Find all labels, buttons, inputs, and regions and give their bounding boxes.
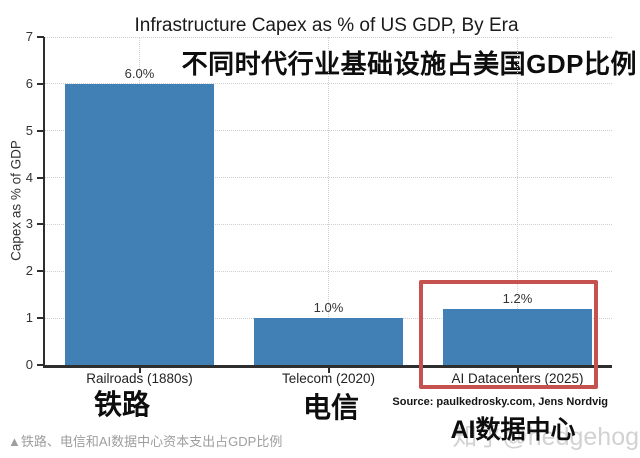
railroads-chinese-label: 铁路 bbox=[93, 389, 150, 420]
x-tick-mark bbox=[516, 368, 519, 373]
y-tick-label: 2 bbox=[25, 263, 33, 279]
v-gridline bbox=[328, 37, 329, 365]
v-gridline bbox=[517, 37, 518, 365]
y-tick-mark bbox=[37, 82, 44, 85]
y-tick-mark bbox=[37, 223, 44, 226]
y-tick-label: 6 bbox=[25, 75, 33, 91]
zhihu-watermark: 知乎@hedgehog bbox=[452, 423, 639, 451]
y-tick-label: 5 bbox=[25, 122, 33, 138]
y-tick-mark bbox=[37, 364, 44, 366]
telecom-chinese-label: 电信 bbox=[302, 392, 359, 423]
x-tick-label: Telecom (2020) bbox=[281, 371, 376, 386]
ai-highlight-box bbox=[419, 280, 598, 389]
bar bbox=[253, 318, 404, 365]
plot-area: 0 1 2 3 4 5 6 7 6.0% Railroads (1880s) 1.0% Telecom… bbox=[26, 29, 612, 386]
y-tick-mark bbox=[37, 270, 44, 273]
x-tick-mark bbox=[138, 368, 141, 373]
chart-title: Infrastructure Capex as % of US GDP, By … bbox=[134, 15, 519, 36]
y-tick-mark bbox=[37, 176, 44, 179]
y-tick-label: 1 bbox=[25, 310, 33, 326]
y-tick-label: 4 bbox=[25, 169, 33, 185]
bar-value-label: 6.0% bbox=[124, 65, 155, 81]
bar-value-label: 1.0% bbox=[313, 300, 344, 316]
bar bbox=[442, 308, 593, 365]
chart-subtitle-chinese: 不同时代行业基础设施占美国GDP比例 bbox=[181, 49, 637, 79]
bar bbox=[64, 83, 215, 365]
x-tick-label: Railroads (1880s) bbox=[86, 371, 193, 386]
y-tick-mark bbox=[37, 317, 44, 320]
x-tick-mark bbox=[327, 368, 330, 373]
bar-value-label: 1.2% bbox=[502, 290, 533, 306]
x-tick-label: AI Datacenters (2025) bbox=[451, 371, 584, 386]
y-tick-label: 7 bbox=[25, 29, 33, 44]
image-caption: ▲铁路、电信和AI数据中心资本支出占GDP比例 bbox=[8, 434, 283, 449]
y-tick-label: 3 bbox=[25, 216, 33, 232]
ai-datacenters-chinese-label: AI数据中心 bbox=[450, 416, 576, 444]
y-tick-mark bbox=[37, 36, 44, 38]
y-tick-label: 0 bbox=[25, 357, 33, 372]
source-attribution: Source: paulkedrosky.com, Jens Nordvig bbox=[392, 396, 608, 408]
y-tick-mark bbox=[37, 129, 44, 132]
